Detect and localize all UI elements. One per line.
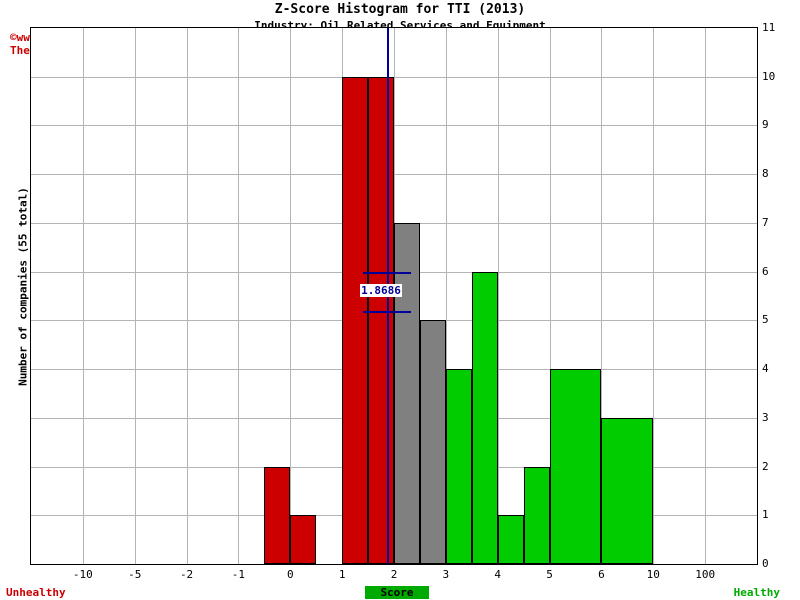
- chart-title: Z-Score Histogram for TTI (2013): [274, 2, 526, 17]
- gridline-vertical: [134, 28, 136, 564]
- x-tick-label: 6: [598, 568, 605, 581]
- x-axis-label: Score: [365, 586, 429, 599]
- plot-area: 1.8686: [30, 27, 758, 565]
- y-tick-label: 8: [762, 167, 769, 181]
- gridline-vertical: [82, 28, 84, 564]
- unhealthy-annotation: Unhealthy: [6, 586, 66, 599]
- histogram-bar: [264, 466, 291, 564]
- x-tick-label: 4: [494, 568, 502, 581]
- x-tick-label: -1: [231, 568, 246, 581]
- score-marker-value: 1.8686: [360, 283, 402, 297]
- histogram-bar: [342, 76, 369, 564]
- x-tick-label: 3: [442, 568, 450, 581]
- x-tick-label: -5: [128, 568, 142, 581]
- gridline-vertical: [601, 28, 603, 564]
- histogram-bar: [497, 515, 524, 564]
- y-axis-label: Number of companies (55 total): [16, 187, 30, 386]
- score-marker-cap: [363, 271, 412, 274]
- y-tick-label: 9: [762, 118, 769, 132]
- y-tick-label: 0: [762, 557, 769, 570]
- x-tick-label: 100: [695, 568, 716, 581]
- y-tick-label: 7: [762, 215, 769, 229]
- x-tick-label: 1: [338, 568, 346, 581]
- y-tick-label: 4: [762, 362, 769, 376]
- gridline-vertical: [290, 28, 292, 564]
- histogram-bar: [419, 320, 446, 564]
- histogram-bar: [445, 369, 472, 564]
- y-tick-label: 3: [762, 410, 769, 424]
- x-tick-label: -10: [72, 568, 93, 581]
- x-tick-label: 5: [546, 568, 553, 581]
- gridline-vertical: [186, 28, 188, 564]
- histogram-bar: [368, 76, 394, 564]
- score-marker-cap: [363, 310, 412, 313]
- healthy-annotation: Healthy: [733, 586, 780, 599]
- y-tick-label: 2: [762, 459, 769, 473]
- y-tick-label: 1: [762, 508, 769, 522]
- histogram-bar: [471, 271, 498, 564]
- histogram-bar: [394, 222, 420, 564]
- x-tick-label: 2: [390, 568, 398, 581]
- y-tick-label: 10: [762, 69, 776, 83]
- gridline-vertical: [705, 28, 707, 564]
- gridline-vertical: [653, 28, 655, 564]
- histogram-bar: [549, 369, 602, 564]
- gridline-vertical: [445, 28, 447, 564]
- gridline-vertical: [497, 28, 499, 564]
- gridline-vertical: [549, 28, 551, 564]
- histogram-bar: [601, 417, 654, 564]
- gridline-vertical: [238, 28, 240, 564]
- y-tick-label: 5: [762, 313, 769, 327]
- x-tick-label: -2: [179, 568, 194, 581]
- histogram-bar: [290, 515, 317, 564]
- x-tick-label: 0: [286, 568, 294, 581]
- x-tick-label: 10: [646, 568, 660, 581]
- y-tick-label: 6: [762, 264, 769, 278]
- histogram-bar: [523, 466, 550, 564]
- y-tick-label: 11: [762, 21, 776, 34]
